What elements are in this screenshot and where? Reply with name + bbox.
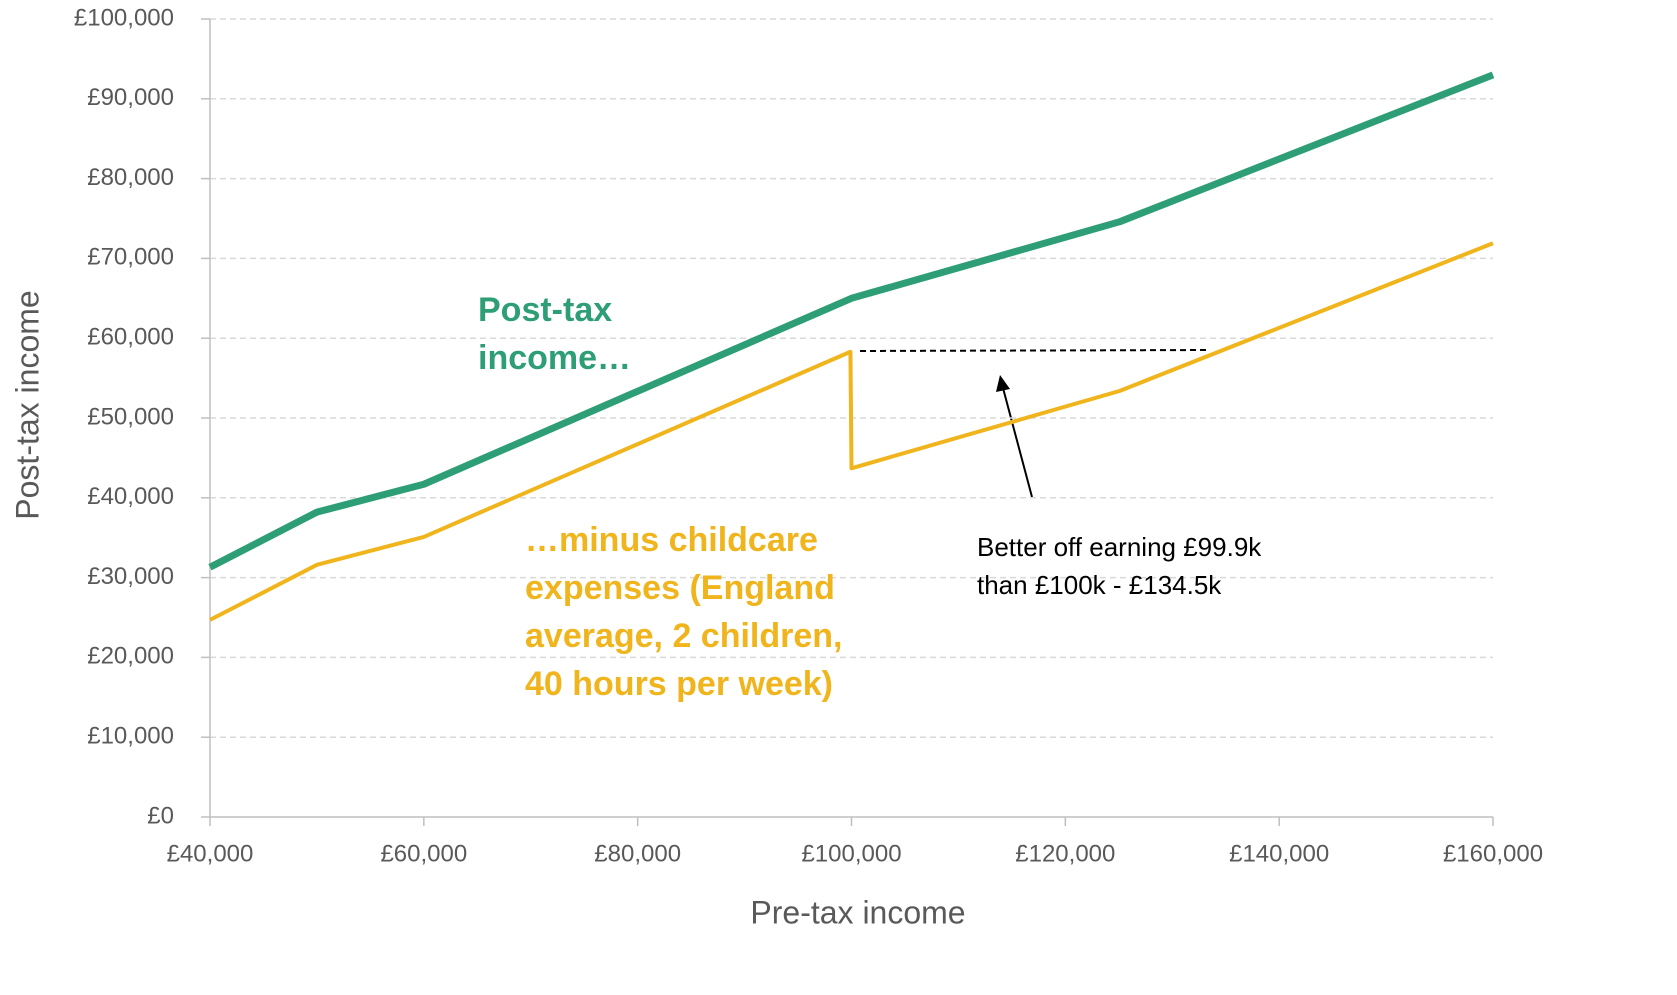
annotation-text: …minus childcare: [525, 521, 818, 559]
y-tick-label: £10,000: [87, 723, 174, 750]
annotation-text: Post-tax: [478, 291, 612, 329]
y-tick-label: £80,000: [87, 164, 174, 191]
annotation-text: income…: [478, 339, 631, 377]
annotation-dash: [859, 349, 1211, 352]
x-tick-label: £40,000: [167, 840, 254, 867]
x-tick-label: £100,000: [801, 840, 901, 867]
y-tick-label: £0: [147, 802, 174, 829]
series-line: [208, 71, 1495, 571]
arrow-head: [996, 375, 1010, 392]
y-tick-label: £40,000: [87, 483, 174, 510]
x-tick-label: £60,000: [380, 840, 467, 867]
series-line: [209, 241, 1494, 622]
y-tick-label: £30,000: [87, 563, 174, 590]
y-tick-label: £90,000: [87, 84, 174, 111]
annotation-text: expenses (England: [525, 569, 835, 607]
y-tick-label: £50,000: [87, 403, 174, 430]
x-tick-label: £140,000: [1229, 840, 1329, 867]
y-tick-label: £60,000: [87, 324, 174, 351]
annotation-text: Better off earning £99.9k: [977, 532, 1262, 562]
x-tick-label: £160,000: [1443, 840, 1543, 867]
x-tick-label: £120,000: [1015, 840, 1115, 867]
y-axis-title: Post-tax income: [9, 290, 45, 519]
annotation-text: than £100k - £134.5k: [977, 570, 1222, 600]
y-tick-label: £20,000: [87, 643, 174, 670]
annotation-text: average, 2 children,: [525, 617, 843, 655]
y-tick-label: £70,000: [87, 244, 174, 271]
annotation-arrow: [1002, 387, 1033, 498]
y-tick-label: £100,000: [74, 4, 174, 31]
x-axis-title: Pre-tax income: [750, 894, 965, 930]
annotation-text: 40 hours per week): [525, 665, 833, 703]
x-tick-label: £80,000: [594, 840, 681, 867]
